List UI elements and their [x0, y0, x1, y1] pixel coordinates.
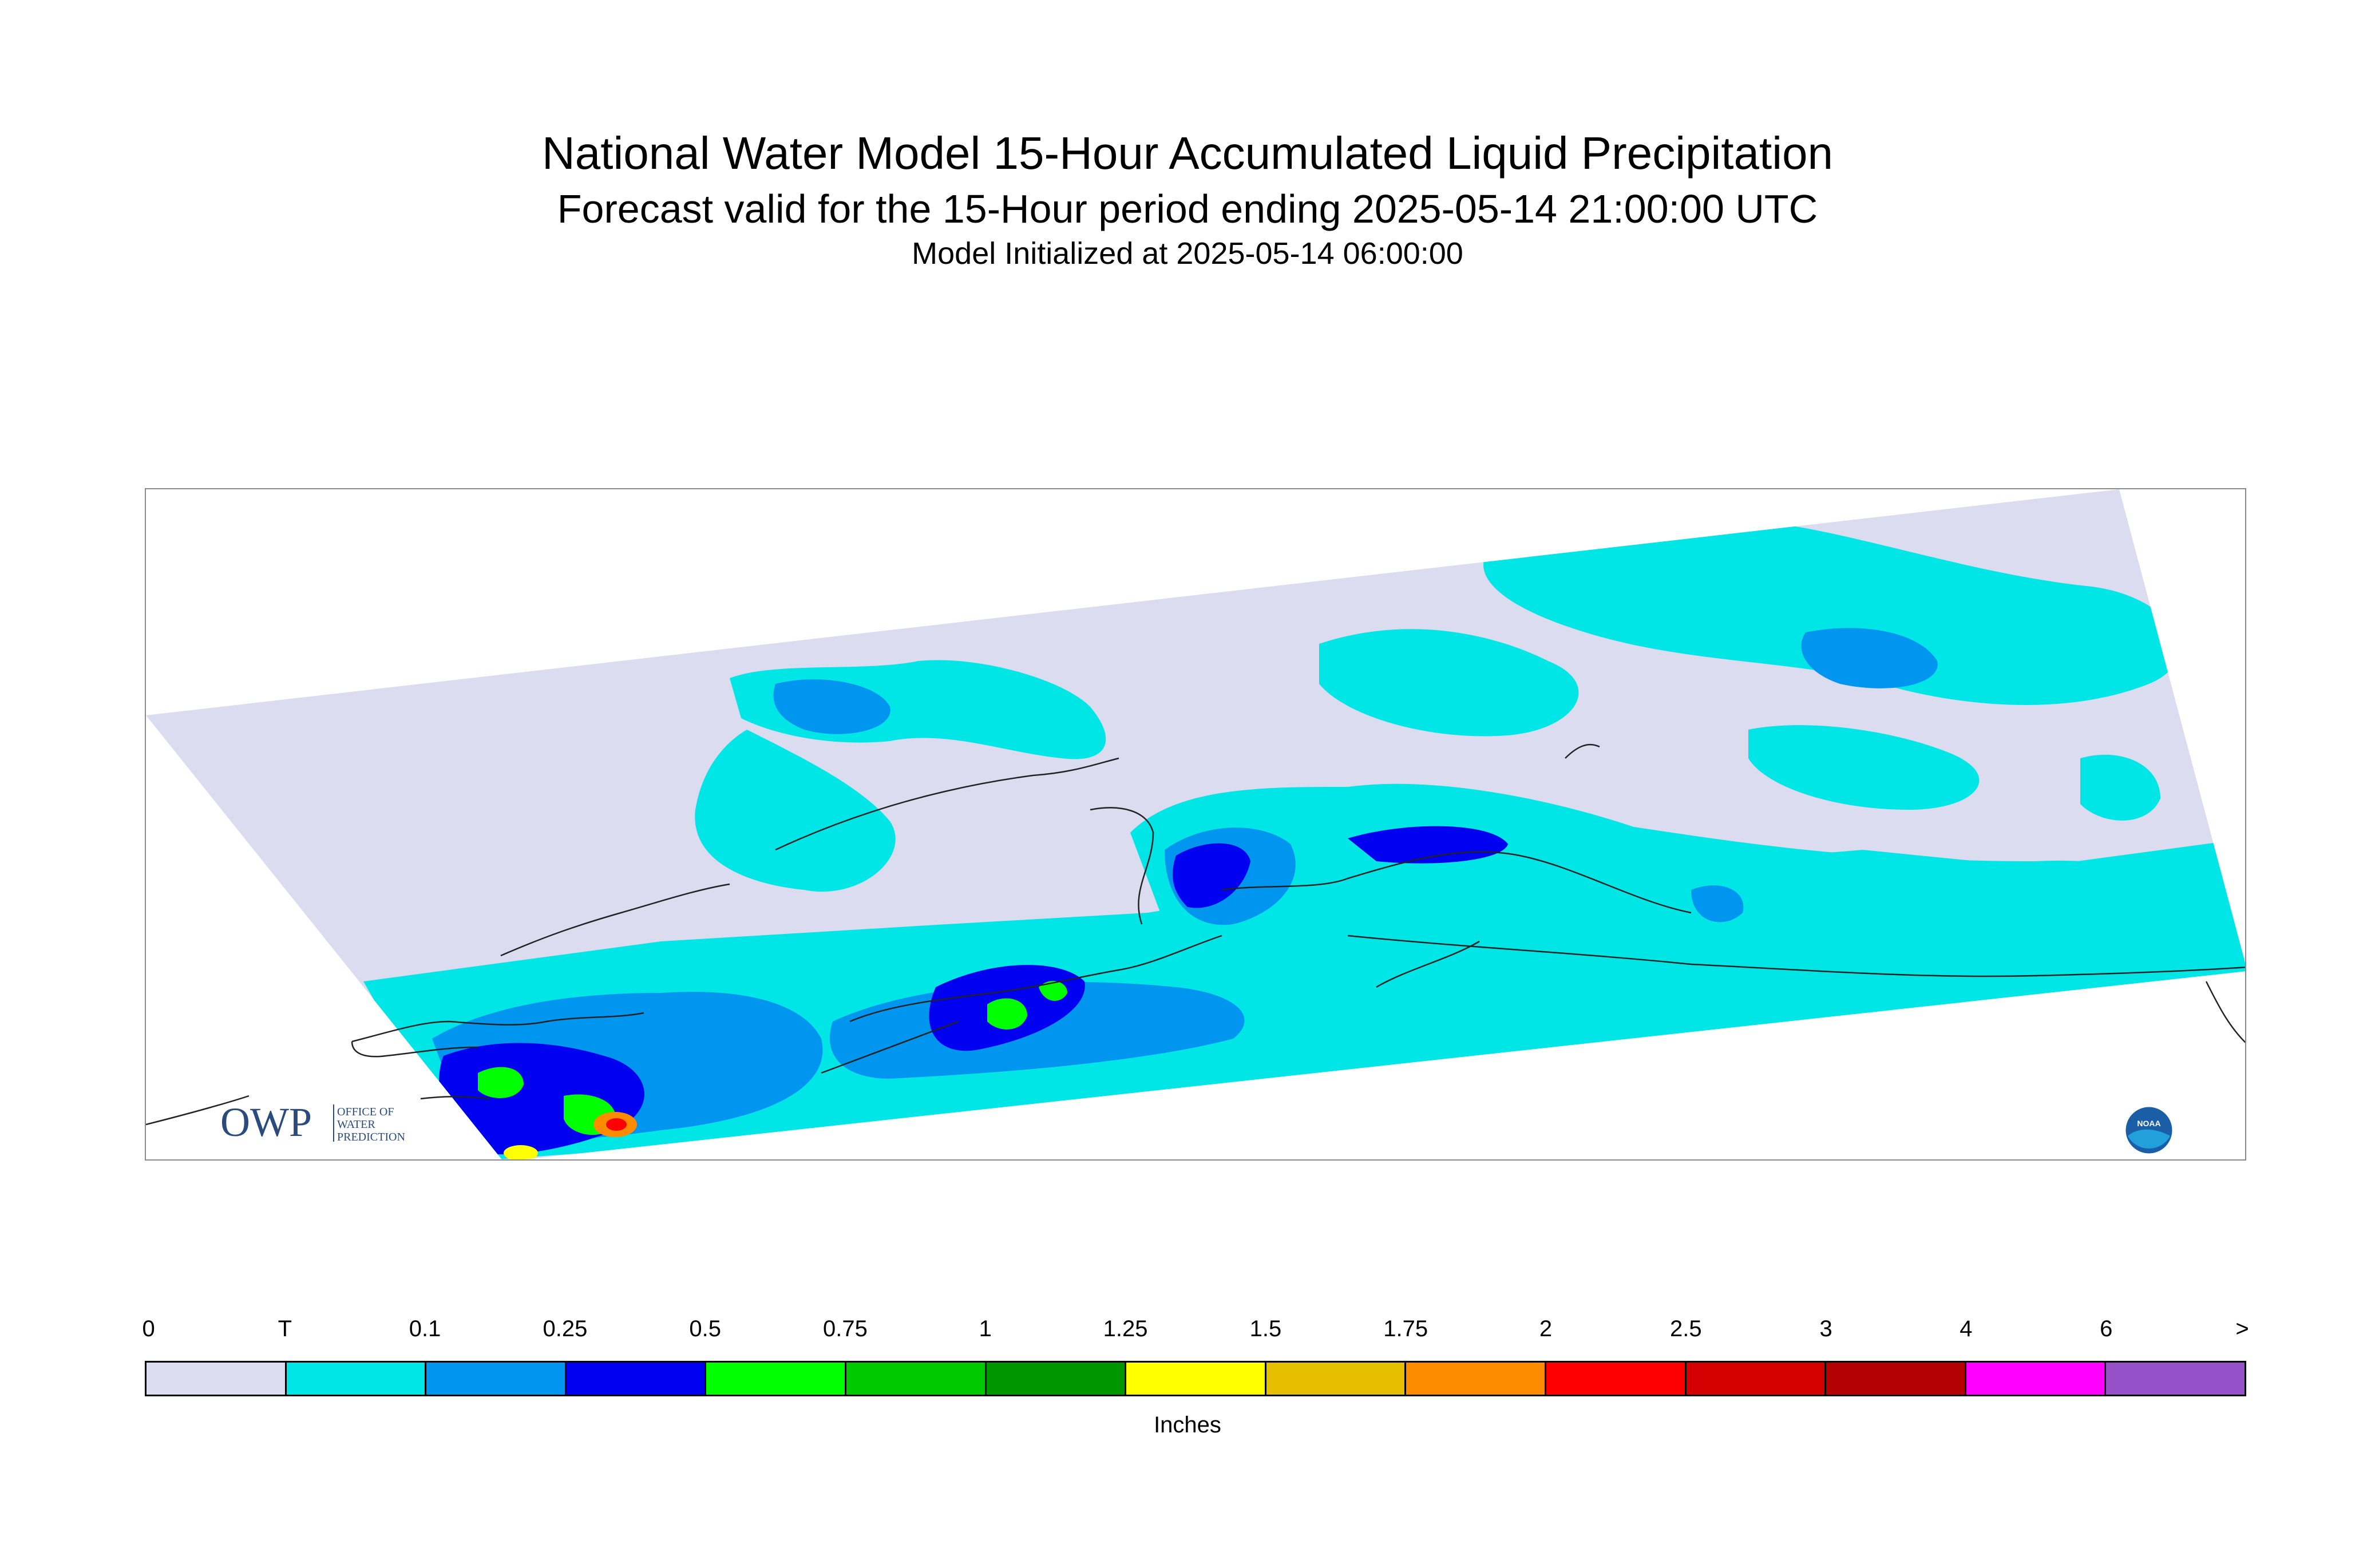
legend-swatch	[147, 1363, 287, 1395]
legend-swatch	[1406, 1363, 1546, 1395]
legend-tick-label: 6	[2100, 1316, 2113, 1341]
precip-area-moderate	[1173, 843, 1250, 908]
precip-area-light	[773, 679, 890, 734]
legend-tick-label: 4	[1960, 1316, 1973, 1341]
legend-tick-label: 0	[142, 1316, 155, 1341]
legend-swatch	[2106, 1363, 2245, 1395]
precip-area-trace	[1748, 725, 1980, 810]
legend-swatch	[706, 1363, 846, 1395]
precip-area-trace	[1319, 629, 1579, 737]
precipitation-map: OWP OFFICE OF WATER PREDICTION NOAA	[145, 488, 2246, 1161]
legend-tick-label: 3	[1819, 1316, 1832, 1341]
chart-title: National Water Model 15-Hour Accumulated…	[542, 128, 1833, 179]
legend-swatch	[1266, 1363, 1407, 1395]
precip-area-trace	[2080, 754, 2160, 821]
svg-text:OFFICE OF: OFFICE OF	[337, 1106, 394, 1118]
precip-area-heavy	[478, 1067, 524, 1098]
precip-area-moderate	[1348, 826, 1508, 864]
precip-area-heavy	[987, 998, 1027, 1030]
legend-tick-label: 2	[1539, 1316, 1553, 1341]
legend-tick-label: 0.75	[823, 1316, 868, 1341]
precip-area-light	[1801, 628, 1938, 688]
legend-swatch	[1826, 1363, 1966, 1395]
legend-tick-label: 2.5	[1669, 1316, 1702, 1341]
precip-area-light	[1691, 885, 1744, 922]
legend-swatch	[566, 1363, 707, 1395]
forecast-valid-subtitle: Forecast valid for the 15-Hour period en…	[557, 187, 1818, 231]
legend-swatch	[1686, 1363, 1827, 1395]
legend-swatch	[1966, 1363, 2107, 1395]
precip-area-trace	[1130, 783, 2206, 947]
legend-tick-label: 0.25	[543, 1316, 588, 1341]
legend-swatch	[426, 1363, 567, 1395]
legend-tick-label: T	[278, 1316, 292, 1341]
legend-swatch	[1546, 1363, 1687, 1395]
legend-tick-label: 0.1	[409, 1316, 441, 1341]
legend-tick-labels: 0 T 0.1 0.25 0.5 0.75 1 1.25 1.5 1.75 2 2.5 3 4 6 >	[142, 1316, 2249, 1351]
precip-area-heavy	[1039, 981, 1067, 1001]
svg-text:NOAA: NOAA	[2137, 1119, 2160, 1128]
model-initialized-text: Model Initialized at 2025-05-14 06:00:00	[912, 236, 1463, 271]
precip-area-extreme	[606, 1118, 627, 1131]
precip-area-trace	[1483, 519, 2179, 706]
legend-swatch	[1126, 1363, 1266, 1395]
legend-tick-label: 1.5	[1249, 1316, 1282, 1341]
legend-color-bar	[145, 1361, 2246, 1396]
legend-tick-label: >	[2235, 1316, 2249, 1341]
legend-tick-label: 1	[979, 1316, 992, 1341]
legend-swatch	[846, 1363, 987, 1395]
precip-area-heavy	[504, 1145, 538, 1159]
svg-text:OWP: OWP	[220, 1099, 312, 1145]
coastlines	[146, 743, 2245, 1126]
legend-swatch	[286, 1363, 427, 1395]
legend-tick-label: 1.25	[1103, 1316, 1148, 1341]
legend-tick-label: 1.75	[1383, 1316, 1428, 1341]
svg-text:PREDICTION: PREDICTION	[337, 1131, 405, 1143]
legend-swatch	[986, 1363, 1127, 1395]
legend-units-label: Inches	[1154, 1412, 1221, 1438]
legend-tick-label: 0.5	[689, 1316, 721, 1341]
precip-area-trace	[695, 730, 896, 892]
svg-text:WATER: WATER	[337, 1118, 375, 1131]
